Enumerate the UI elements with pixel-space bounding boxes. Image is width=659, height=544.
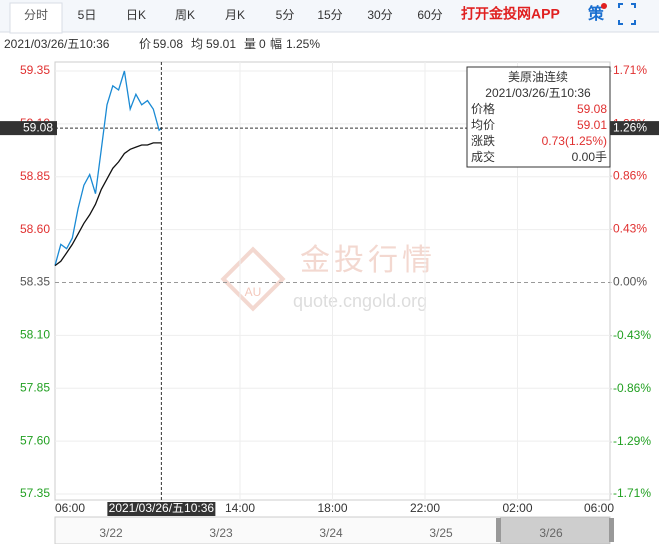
cursor-time: 2021/03/26/五10:36	[109, 501, 215, 515]
y-tick-label: 57.60	[20, 433, 50, 447]
tooltip-label: 均价	[471, 118, 495, 132]
x-tick-label: 06:00	[55, 501, 85, 515]
x-tick-label: 02:00	[502, 501, 532, 515]
watermark-logo: AU	[245, 285, 262, 299]
navigator-date: 3/23	[209, 526, 233, 540]
app-link[interactable]: 打开金投网APP	[461, 6, 560, 22]
price-line	[54, 70, 162, 266]
x-tick-label: 18:00	[317, 501, 347, 515]
navigator-handle[interactable]	[609, 518, 614, 542]
y2-tick-label: 0.00%	[613, 275, 647, 289]
info-item: 0	[259, 37, 266, 51]
info-item: 59.01	[206, 37, 236, 51]
tooltip-value: 0.73(1.25%)	[542, 134, 607, 148]
navigator-date: 3/25	[429, 526, 453, 540]
navigator-handle[interactable]	[496, 518, 501, 542]
y-tick-label: 58.85	[20, 169, 50, 183]
y2-tick-label: -0.43%	[613, 328, 651, 342]
cursor-change: 1.26%	[613, 120, 647, 134]
info-item: 59.08	[153, 37, 183, 51]
y2-tick-label: -0.86%	[613, 381, 651, 395]
watermark-brand: 金投行情	[300, 244, 436, 277]
info-item: 幅	[270, 36, 282, 51]
tab[interactable]: 日K	[126, 8, 146, 22]
tooltip-box	[466, 66, 611, 168]
cursor-change-box	[610, 121, 659, 136]
x-tick-label: 22:00	[410, 501, 440, 515]
tab[interactable]: 30分	[367, 8, 392, 22]
tab-bar	[0, 0, 659, 32]
y-tick-label: 57.35	[20, 486, 50, 500]
y2-tick-label: -1.29%	[613, 434, 651, 448]
price-line	[54, 142, 162, 267]
info-item: 量	[244, 37, 256, 51]
cursor-time-box	[107, 502, 216, 516]
navigator-date: 3/22	[99, 526, 123, 540]
y2-tick-label: -1.71%	[613, 486, 651, 500]
tooltip-value: 59.01	[577, 118, 607, 132]
tab[interactable]: 15分	[317, 8, 342, 22]
tab[interactable]: 5分	[276, 8, 295, 22]
y-tick-label: 58.10	[20, 328, 50, 342]
y-tick-label: 58.35	[20, 275, 50, 289]
y2-tick-label: 0.43%	[613, 221, 647, 235]
x-tick-label: 06:00	[584, 501, 614, 515]
tooltip-title: 美原油连续	[508, 69, 568, 84]
cursor-price-box	[0, 121, 57, 136]
navigator-selection[interactable]	[500, 517, 610, 544]
tooltip-label: 成交	[471, 149, 495, 164]
info-item: 1.25%	[286, 37, 320, 51]
tab[interactable]: 分时	[24, 8, 48, 22]
navigator-date: 3/26	[539, 526, 563, 540]
fullscreen-icon[interactable]	[618, 3, 636, 25]
tab[interactable]: 60分	[417, 8, 442, 22]
info-item: 2021/03/26/五10:36	[4, 37, 110, 51]
y-tick-label: 58.60	[20, 222, 50, 236]
y2-tick-label: 1.71%	[613, 63, 647, 77]
x-tick-label: 14:00	[225, 501, 255, 515]
tab[interactable]: 周K	[175, 8, 195, 22]
tooltip-label: 涨跌	[471, 133, 495, 148]
y-tick-label: 57.85	[20, 380, 50, 394]
y-tick-label: 59.35	[20, 63, 50, 77]
tab[interactable]: 5日	[78, 8, 97, 22]
info-item: 均	[191, 37, 203, 51]
cursor-price: 59.08	[23, 120, 53, 134]
tooltip-time: 2021/03/26/五10:36	[485, 86, 591, 100]
navigator-date: 3/24	[319, 526, 343, 540]
tooltip-value: 0.00手	[572, 150, 607, 164]
info-item: 价	[139, 37, 151, 51]
watermark-logo-shape	[220, 246, 286, 312]
tooltip-value: 59.08	[577, 102, 607, 116]
tab[interactable]: 月K	[225, 8, 245, 22]
tab-selected	[9, 2, 63, 34]
notice-dot	[601, 3, 607, 9]
policy-icon[interactable]: 策	[587, 4, 605, 23]
y2-tick-label: 0.86%	[613, 168, 647, 182]
tooltip-label: 价格	[471, 101, 495, 116]
watermark-url: quote.cngold.org	[293, 291, 427, 311]
